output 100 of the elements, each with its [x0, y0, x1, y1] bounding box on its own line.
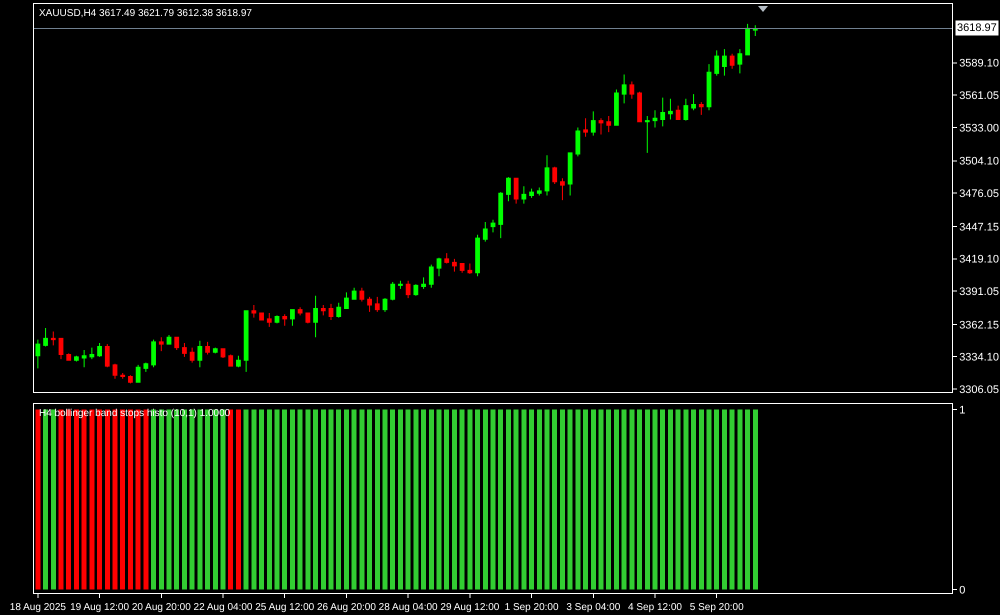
candlestick — [444, 252, 450, 264]
candlestick — [683, 98, 688, 122]
candlestick — [521, 186, 526, 204]
candlestick — [568, 152, 573, 196]
candlestick — [50, 331, 56, 346]
candlestick — [544, 154, 550, 196]
candlestick — [58, 338, 64, 360]
x-tick-label: 28 Aug 04:00 — [378, 602, 438, 613]
candlestick — [436, 257, 442, 277]
candlestick — [298, 306, 303, 316]
candlestick — [120, 372, 126, 380]
candlestick — [182, 342, 187, 358]
candlestick — [560, 178, 565, 201]
candlestick — [259, 312, 264, 320]
candlestick — [143, 362, 148, 372]
candlestick — [236, 355, 241, 368]
candlestick — [460, 263, 465, 274]
x-tick-label: 20 Aug 20:00 — [132, 602, 192, 613]
candlestick — [359, 287, 364, 302]
y-tick-label: 3334.10 — [959, 352, 999, 364]
candlestick — [136, 364, 141, 383]
x-tick-label: 22 Aug 04:00 — [194, 602, 253, 613]
candlestick — [228, 354, 234, 367]
candlestick — [374, 296, 380, 312]
candlestick — [158, 336, 164, 352]
y-tick-label: 3504.10 — [959, 156, 999, 168]
candlestick — [676, 105, 681, 120]
candlestick — [691, 94, 696, 111]
chart-title: XAUUSD,H4 3617.49 3621.79 3612.38 3618.97 — [39, 8, 252, 19]
candlestick — [745, 23, 750, 56]
candlestick — [205, 341, 210, 356]
y-tick-label: 3391.05 — [959, 286, 999, 298]
y-tick-label: 3447.15 — [959, 221, 999, 234]
candlestick — [629, 80, 634, 100]
candlestick — [529, 188, 534, 198]
candlestick — [336, 302, 342, 318]
y-tick-label: 3362.15 — [959, 319, 999, 332]
y-tick-label: 3306.05 — [959, 384, 999, 396]
candlestick — [722, 48, 727, 76]
candlestick — [698, 102, 704, 116]
x-tick-label: 29 Aug 12:00 — [440, 602, 500, 613]
candlestick — [328, 303, 334, 320]
candlestick — [583, 118, 588, 138]
candlestick — [190, 347, 195, 364]
candlestick — [644, 116, 650, 154]
candlestick — [536, 186, 542, 196]
x-tick-label: 5 Sep 20:00 — [690, 602, 744, 613]
candlestick — [575, 127, 580, 157]
candlestick — [652, 110, 658, 128]
candlestick — [344, 292, 349, 309]
candlestick — [622, 74, 627, 104]
candlestick — [714, 50, 720, 76]
candlestick — [244, 310, 249, 372]
candlestick — [482, 222, 488, 242]
y-tick-label: 3419.10 — [959, 254, 999, 266]
candlestick — [413, 284, 418, 296]
candlestick — [313, 295, 318, 338]
candlestick — [352, 287, 357, 300]
candlestick — [266, 312, 272, 328]
candlestick — [737, 48, 742, 74]
candlestick — [490, 219, 496, 233]
ref-line-label: 3618.97 — [957, 22, 997, 34]
candlestick — [274, 314, 280, 324]
candlestick — [382, 298, 388, 312]
candlestick — [197, 340, 202, 368]
candlestick — [66, 352, 72, 361]
x-tick-label: 18 Aug 2025 — [10, 602, 66, 613]
candlestick — [428, 264, 434, 288]
candlestick — [668, 98, 673, 120]
candlestick — [166, 334, 172, 345]
candlestick — [706, 64, 712, 111]
candlestick — [290, 309, 295, 326]
x-tick-label: 19 Aug 12:00 — [70, 602, 130, 613]
candlestick — [614, 89, 619, 126]
candlestick — [128, 374, 133, 384]
x-tick-label: 25 Aug 12:00 — [255, 602, 315, 613]
candlestick — [475, 234, 480, 277]
y-tick-label: 0 — [959, 584, 966, 596]
candlestick — [104, 344, 110, 368]
y-tick-label: 3589.10 — [959, 58, 999, 70]
candlestick — [174, 336, 180, 350]
candlestick — [398, 280, 403, 290]
candlestick — [506, 176, 511, 202]
candlestick — [498, 192, 504, 239]
x-tick-label: 3 Sep 04:00 — [566, 602, 621, 613]
candlestick — [367, 296, 372, 312]
candlestick — [660, 97, 666, 127]
candlestick — [598, 118, 604, 135]
candlestick — [251, 304, 256, 318]
candlestick — [467, 263, 472, 274]
candlestick — [97, 342, 102, 358]
candlestick — [43, 328, 48, 347]
candlestick — [590, 110, 596, 136]
y-tick-label: 3561.05 — [959, 90, 999, 102]
candlestick — [406, 280, 411, 299]
x-tick-label: 1 Sep 20:00 — [504, 602, 559, 613]
candlestick — [151, 339, 156, 368]
candlestick — [390, 281, 396, 301]
candlestick — [606, 116, 612, 133]
candlestick — [282, 314, 288, 326]
